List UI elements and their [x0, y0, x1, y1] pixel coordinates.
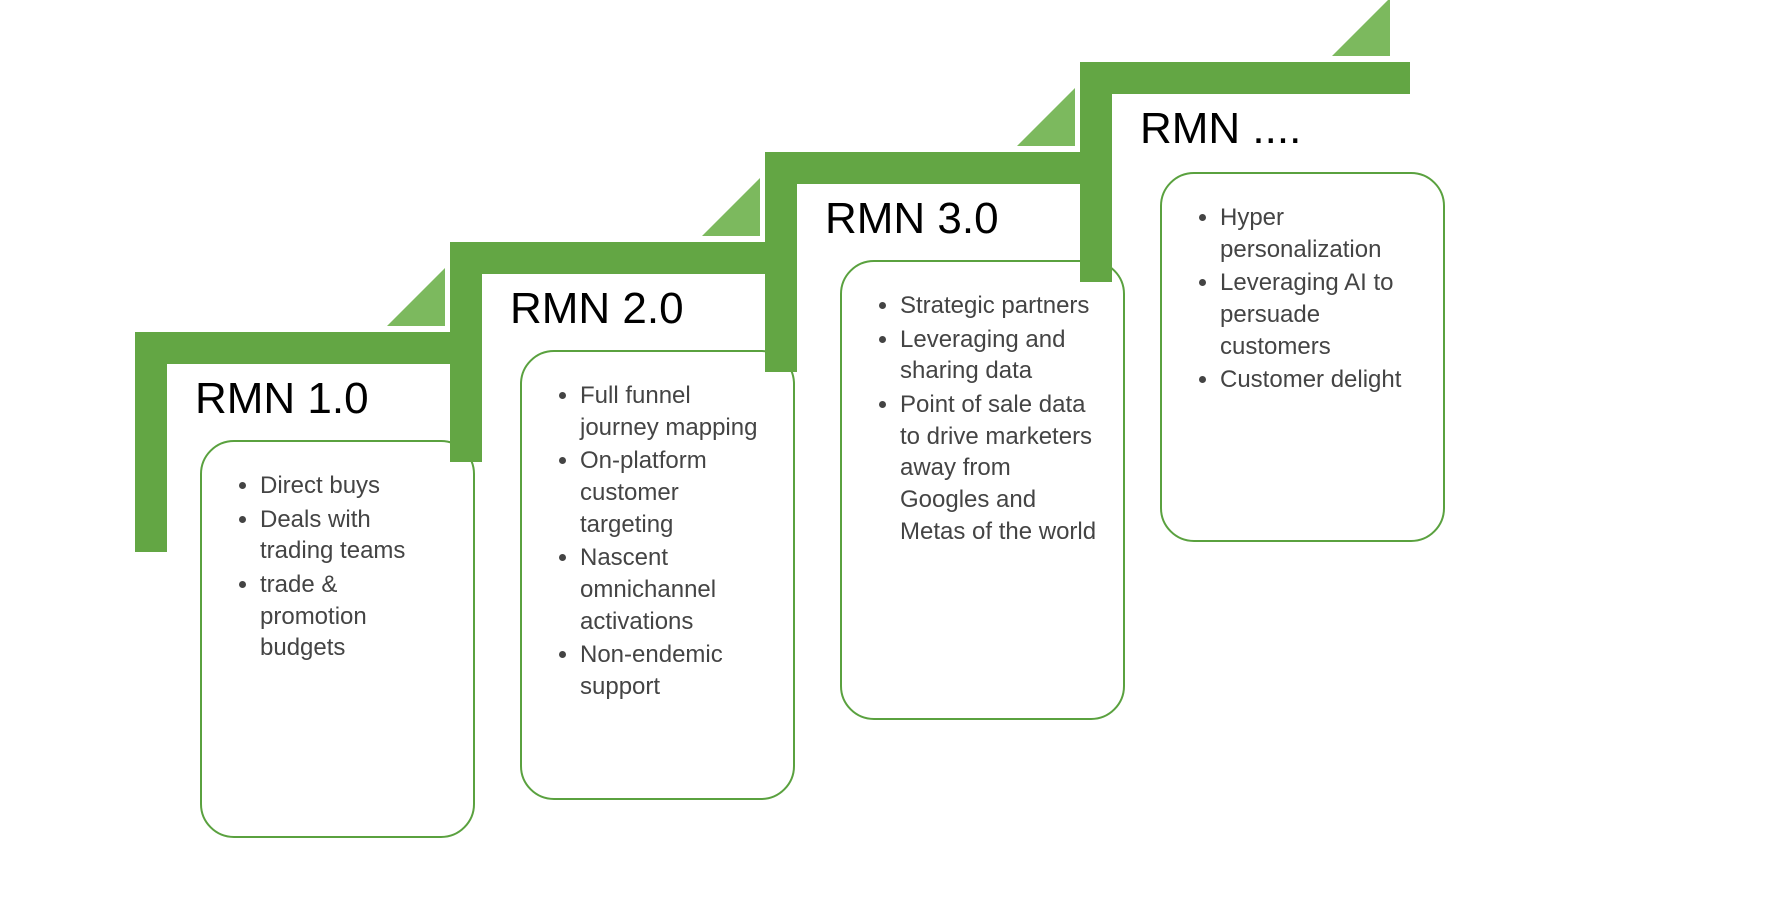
bullet-list: Direct buysDeals with trading teamstrade…: [236, 470, 449, 664]
bracket-left-bar: [1080, 62, 1112, 282]
bracket-left-bar: [450, 242, 482, 462]
stage-card: Hyper personalizationLeveraging AI to pe…: [1160, 172, 1445, 542]
bullet-item: Nascent omnichannel activations: [580, 542, 769, 637]
bracket-top-bar: [450, 242, 780, 274]
bullet-item: trade & promotion budgets: [260, 569, 449, 664]
step-triangle-icon: [1017, 88, 1075, 146]
stage-title: RMN 3.0: [825, 194, 999, 244]
bracket-top-bar: [1080, 62, 1410, 94]
stage-card: Strategic partnersLeveraging and sharing…: [840, 260, 1125, 720]
bullet-item: Hyper personalization: [1220, 202, 1419, 265]
bracket-left-bar: [765, 152, 797, 372]
bullet-list: Full funnel journey mappingOn-platform c…: [556, 380, 769, 703]
bullet-item: Point of sale data to drive marketers aw…: [900, 389, 1099, 547]
bullet-item: Leveraging AI to persuade customers: [1220, 267, 1419, 362]
bullet-item: Leveraging and sharing data: [900, 324, 1099, 387]
bullet-item: Non-endemic support: [580, 639, 769, 702]
bullet-item: On-platform customer targeting: [580, 445, 769, 540]
bracket-top-bar: [135, 332, 465, 364]
bullet-list: Hyper personalizationLeveraging AI to pe…: [1196, 202, 1419, 396]
stage-title: RMN 2.0: [510, 284, 684, 334]
step-triangle-icon: [387, 268, 445, 326]
stage-title: RMN 1.0: [195, 374, 369, 424]
bullet-item: Deals with trading teams: [260, 504, 449, 567]
bullet-item: Full funnel journey mapping: [580, 380, 769, 443]
bullet-item: Direct buys: [260, 470, 449, 502]
step-triangle-icon: [702, 178, 760, 236]
stage-card: Full funnel journey mappingOn-platform c…: [520, 350, 795, 800]
bracket-top-bar: [765, 152, 1095, 184]
stage-card: Direct buysDeals with trading teamstrade…: [200, 440, 475, 838]
stage-title: RMN ....: [1140, 104, 1301, 154]
bullet-item: Strategic partners: [900, 290, 1099, 322]
step-triangle-icon: [1332, 0, 1390, 56]
bullet-item: Customer delight: [1220, 364, 1419, 396]
bullet-list: Strategic partnersLeveraging and sharing…: [876, 290, 1099, 547]
bracket-left-bar: [135, 332, 167, 552]
